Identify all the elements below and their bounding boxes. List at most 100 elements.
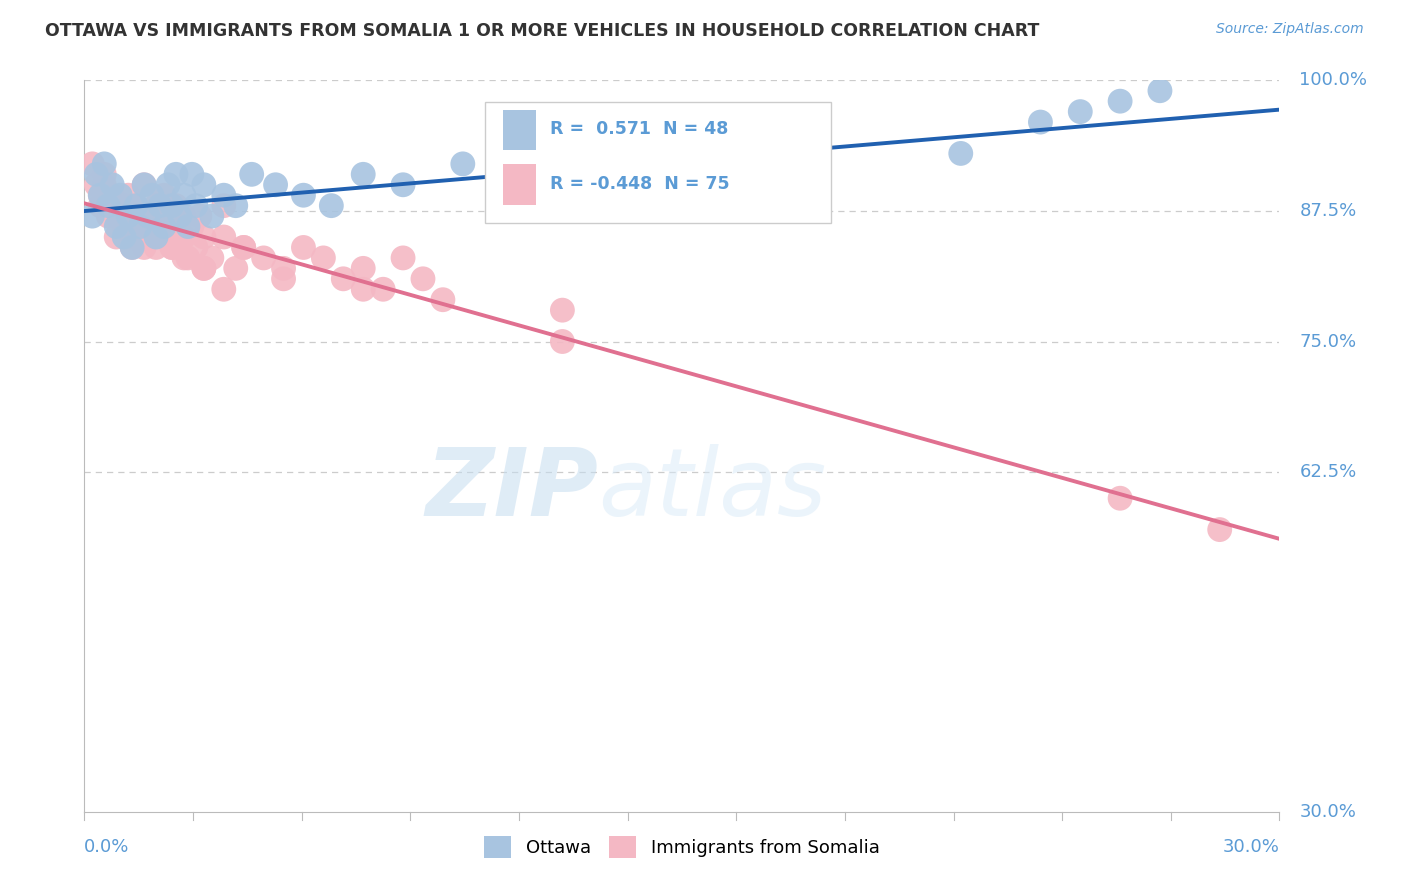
- Point: [136, 230, 159, 244]
- Point: [141, 230, 163, 244]
- Point: [105, 219, 128, 234]
- Point: [89, 188, 111, 202]
- Point: [225, 199, 247, 213]
- Point: [82, 209, 104, 223]
- Point: [181, 219, 204, 234]
- Point: [292, 188, 315, 202]
- Point: [89, 199, 111, 213]
- Point: [129, 219, 152, 234]
- Point: [212, 199, 235, 213]
- Point: [121, 240, 143, 254]
- Point: [121, 240, 143, 254]
- Point: [651, 199, 673, 213]
- Point: [101, 188, 124, 202]
- Point: [129, 219, 152, 234]
- Point: [153, 188, 176, 202]
- Point: [169, 209, 191, 223]
- Point: [1109, 94, 1132, 108]
- Point: [184, 199, 207, 213]
- Point: [105, 209, 128, 223]
- Point: [264, 178, 287, 192]
- Point: [352, 282, 374, 296]
- Point: [160, 199, 183, 213]
- Point: [201, 251, 224, 265]
- Point: [101, 178, 124, 192]
- Bar: [503, 110, 536, 150]
- Point: [451, 157, 474, 171]
- Legend: Ottawa, Immigrants from Somalia: Ottawa, Immigrants from Somalia: [477, 829, 887, 865]
- Point: [432, 293, 454, 307]
- Text: Source: ZipAtlas.com: Source: ZipAtlas.com: [1216, 22, 1364, 37]
- Point: [352, 261, 374, 276]
- Point: [193, 178, 215, 192]
- Point: [949, 146, 972, 161]
- Point: [112, 199, 135, 213]
- Point: [129, 219, 152, 234]
- Point: [89, 188, 111, 202]
- Point: [117, 209, 139, 223]
- Point: [392, 251, 415, 265]
- Point: [112, 219, 135, 234]
- Point: [153, 219, 176, 234]
- Point: [412, 272, 434, 286]
- Point: [212, 188, 235, 202]
- Point: [149, 199, 172, 213]
- Point: [392, 178, 415, 192]
- Point: [110, 199, 132, 213]
- Point: [512, 167, 534, 181]
- Text: R =  0.571  N = 48: R = 0.571 N = 48: [551, 120, 728, 138]
- Point: [157, 178, 180, 192]
- Point: [790, 167, 813, 181]
- Point: [551, 303, 574, 318]
- Point: [193, 261, 215, 276]
- Text: 0.0%: 0.0%: [84, 838, 129, 855]
- Point: [321, 199, 343, 213]
- Point: [153, 219, 176, 234]
- Point: [132, 240, 156, 254]
- Point: [1149, 84, 1171, 98]
- Point: [157, 209, 180, 223]
- Point: [591, 178, 613, 192]
- Point: [160, 240, 183, 254]
- Point: [177, 251, 200, 265]
- Point: [93, 157, 115, 171]
- Text: 75.0%: 75.0%: [1299, 333, 1357, 351]
- Point: [93, 167, 115, 181]
- Point: [117, 188, 139, 202]
- Point: [97, 209, 120, 223]
- Point: [145, 199, 167, 213]
- Point: [292, 240, 315, 254]
- Point: [153, 219, 176, 234]
- Point: [225, 261, 247, 276]
- Point: [212, 282, 235, 296]
- Point: [125, 199, 148, 213]
- Text: 30.0%: 30.0%: [1299, 803, 1357, 821]
- Point: [352, 167, 374, 181]
- Point: [193, 230, 215, 244]
- Text: 62.5%: 62.5%: [1299, 463, 1357, 481]
- Text: 30.0%: 30.0%: [1223, 838, 1279, 855]
- Point: [201, 209, 224, 223]
- Point: [110, 188, 132, 202]
- Point: [240, 167, 263, 181]
- Bar: [503, 164, 536, 204]
- Point: [212, 230, 235, 244]
- Point: [193, 261, 215, 276]
- Point: [149, 219, 172, 234]
- Point: [121, 230, 143, 244]
- Point: [173, 230, 195, 244]
- Point: [173, 188, 195, 202]
- Point: [710, 178, 733, 192]
- Point: [136, 209, 159, 223]
- Point: [112, 230, 135, 244]
- Point: [82, 157, 104, 171]
- Text: OTTAWA VS IMMIGRANTS FROM SOMALIA 1 OR MORE VEHICLES IN HOUSEHOLD CORRELATION CH: OTTAWA VS IMMIGRANTS FROM SOMALIA 1 OR M…: [45, 22, 1039, 40]
- Point: [232, 240, 254, 254]
- Point: [232, 240, 254, 254]
- Point: [105, 230, 128, 244]
- Text: 87.5%: 87.5%: [1299, 202, 1357, 220]
- Point: [1029, 115, 1052, 129]
- Point: [165, 167, 187, 181]
- Point: [169, 230, 191, 244]
- Point: [97, 199, 120, 213]
